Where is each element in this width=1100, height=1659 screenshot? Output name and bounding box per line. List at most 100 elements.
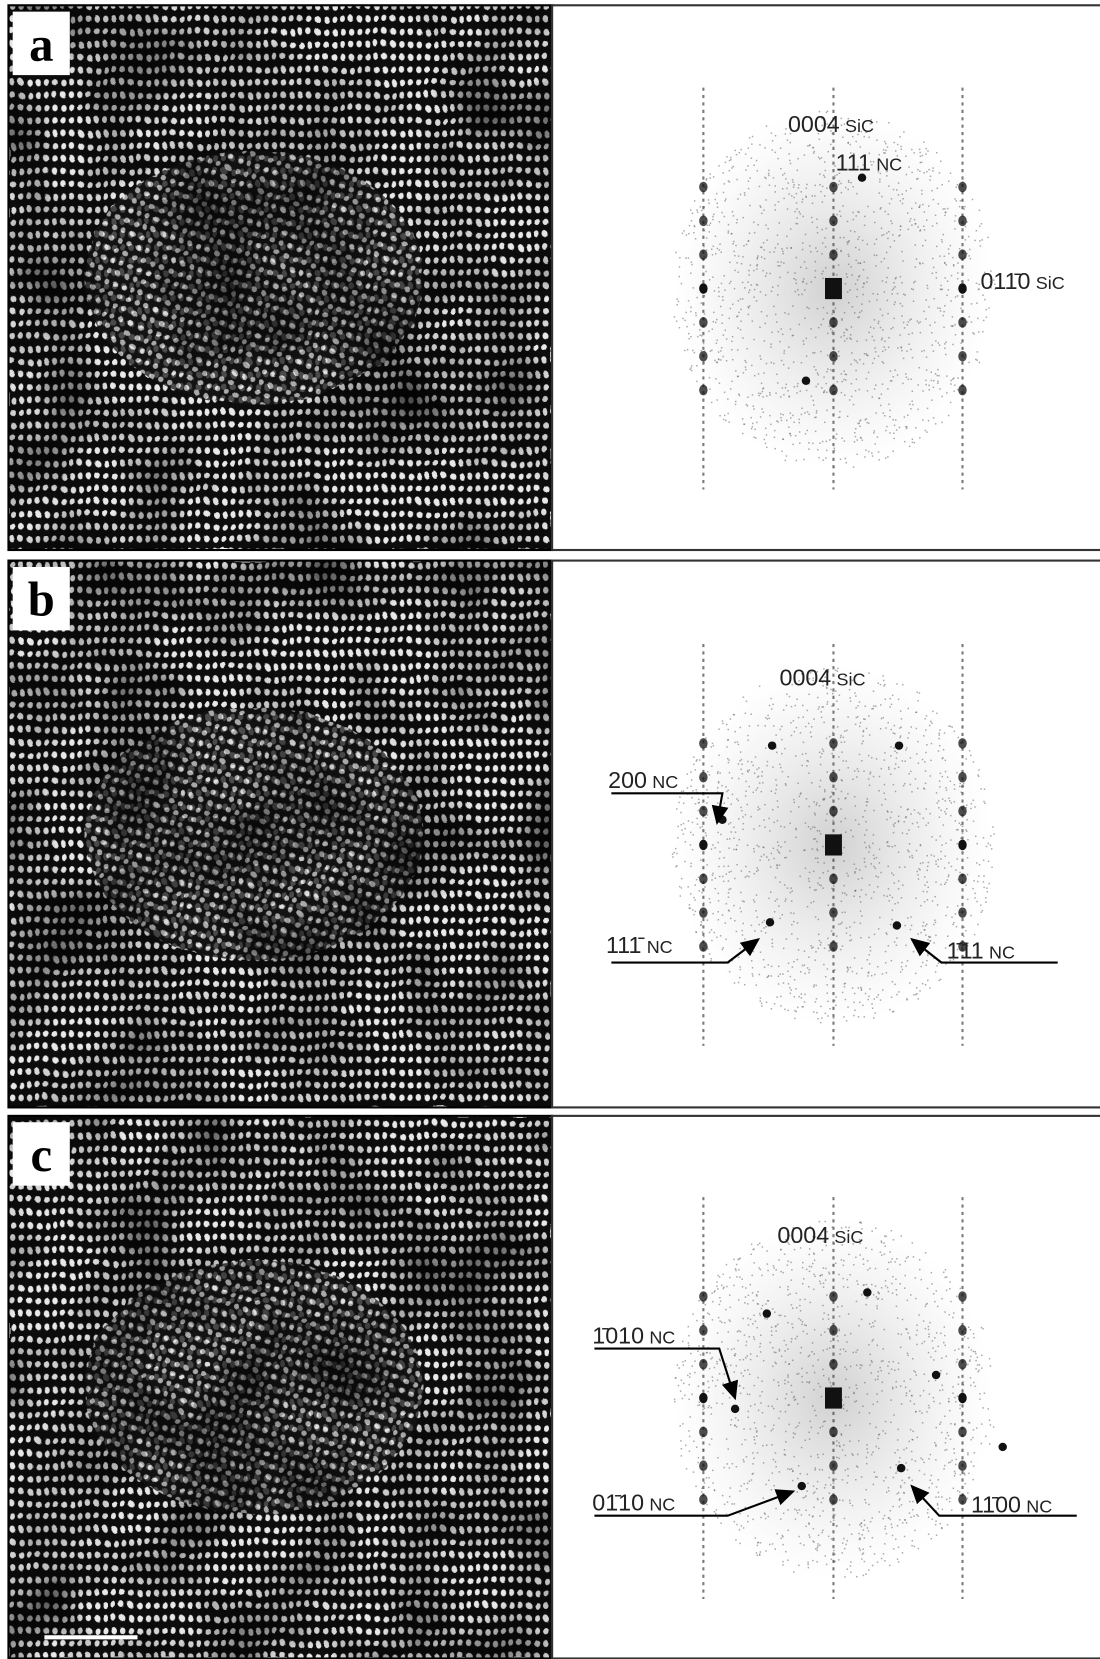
fft-speckle <box>850 1366 851 1367</box>
fft-speckle <box>886 934 887 935</box>
fft-speckle <box>744 1439 745 1440</box>
fft-speckle <box>984 803 985 804</box>
fft-speckle <box>824 195 825 196</box>
fft-speckle <box>730 804 731 805</box>
fft-speckle <box>687 787 688 788</box>
fft-speckle <box>729 262 730 263</box>
fft-speckle <box>820 1283 821 1284</box>
fft-speckle <box>789 1469 790 1470</box>
fft-speckle <box>895 278 896 279</box>
fft-speckle <box>704 886 705 887</box>
fft-speckle <box>867 206 868 207</box>
fft-speckle <box>884 1515 885 1516</box>
fft-speckle <box>895 1539 896 1540</box>
fft-speckle <box>833 1514 834 1515</box>
fft-speckle <box>933 1401 934 1402</box>
phase: SiC <box>837 669 866 689</box>
fft-speckle <box>760 1402 761 1403</box>
fft-speckle <box>910 757 911 758</box>
fft-spot <box>699 283 707 294</box>
fft-speckle <box>748 292 749 293</box>
fft-speckle <box>825 1268 826 1269</box>
fft-speckle <box>818 919 819 920</box>
fft-speckle <box>979 226 980 227</box>
fft-speckle <box>810 732 811 733</box>
fft-speckle <box>827 151 828 152</box>
fft-speckle <box>753 408 754 409</box>
fft-speckle <box>816 218 817 219</box>
fft-speckle <box>926 960 927 961</box>
fft-spot <box>829 1427 837 1438</box>
fft-speckle <box>747 396 748 397</box>
fft-speckle <box>845 187 846 188</box>
fft-spot <box>699 1393 707 1404</box>
fft-speckle <box>860 1254 861 1255</box>
fft-speckle <box>728 230 729 231</box>
fft-speckle <box>826 228 827 229</box>
fft-speckle <box>967 874 968 875</box>
fft-speckle <box>803 278 804 279</box>
fft-speckle <box>877 1291 878 1292</box>
fft-speckle <box>757 1452 758 1453</box>
fft-speckle <box>827 938 828 939</box>
fft-speckle <box>859 726 860 727</box>
fft-speckle <box>950 780 951 781</box>
fft-speckle <box>759 326 760 327</box>
fft-speckle <box>914 1403 915 1404</box>
fft-speckle <box>948 248 949 249</box>
fft-spot <box>763 1309 771 1317</box>
fft-speckle <box>927 939 928 940</box>
fft-speckle <box>823 750 824 751</box>
fft-speckle <box>850 230 851 231</box>
fft-speckle <box>847 716 848 717</box>
fft-speckle <box>863 770 864 771</box>
fft-speckle <box>885 282 886 283</box>
fft-speckle <box>737 271 738 272</box>
fft-speckle <box>896 1289 897 1290</box>
fft-speckle <box>784 312 785 313</box>
fft-speckle <box>693 287 694 288</box>
fft-speckle <box>855 260 856 261</box>
fft-speckle <box>928 1517 929 1518</box>
fft-speckle <box>861 878 862 879</box>
fft-speckle <box>792 444 793 445</box>
fft-speckle <box>917 1515 918 1516</box>
fft-speckle <box>775 1362 776 1363</box>
fft-speckle <box>864 861 865 862</box>
fft-speckle <box>920 932 921 933</box>
fft-speckle <box>918 1548 919 1549</box>
fft-speckle <box>718 296 719 297</box>
fft-speckle <box>904 866 905 867</box>
fft-speckle <box>718 900 719 901</box>
fft-speckle <box>729 1467 730 1468</box>
fft-speckle <box>724 1322 725 1323</box>
fft-speckle <box>951 802 952 803</box>
fft-speckle <box>829 1273 830 1274</box>
fft-speckle <box>712 1470 713 1471</box>
fft-speckle <box>865 419 866 420</box>
fft-speckle <box>738 1258 739 1259</box>
fft-speckle <box>972 332 973 333</box>
fft-speckle <box>919 170 920 171</box>
fft-speckle <box>784 748 785 749</box>
fft-speckle <box>734 742 735 743</box>
fft-speckle <box>926 1411 927 1412</box>
fft-speckle <box>763 959 764 960</box>
fft-speckle <box>925 1306 926 1307</box>
fft-speckle <box>874 1471 875 1472</box>
fft-speckle <box>728 910 729 911</box>
fft-speckle <box>793 961 794 962</box>
fft-speckle <box>737 315 738 316</box>
fft-speckle <box>874 974 875 975</box>
fft-speckle <box>725 420 726 421</box>
fft-speckle <box>703 343 704 344</box>
fft-speckle <box>898 1547 899 1548</box>
fft-speckle <box>701 1491 702 1492</box>
fft-speckle <box>692 1313 693 1314</box>
fft-speckle <box>816 1561 817 1562</box>
fft-speckle <box>762 1412 763 1413</box>
fft-speckle <box>675 1377 676 1378</box>
fft-speckle <box>828 1272 829 1273</box>
fft-speckle <box>743 1461 744 1462</box>
fft-speckle <box>946 1499 947 1500</box>
